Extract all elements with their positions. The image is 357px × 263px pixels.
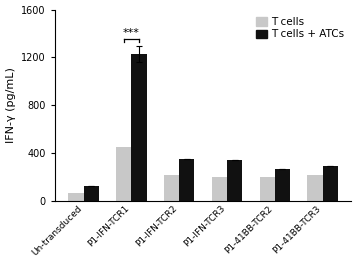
Bar — [212, 177, 227, 201]
Bar — [68, 193, 84, 201]
Bar — [307, 175, 323, 201]
Bar — [275, 169, 290, 201]
Bar — [116, 147, 131, 201]
Text: ***: *** — [123, 28, 140, 38]
Legend: T cells, T cells + ATCs: T cells, T cells + ATCs — [254, 15, 346, 42]
Bar — [164, 175, 179, 201]
Bar — [227, 160, 242, 201]
Bar — [323, 166, 338, 201]
Bar — [260, 177, 275, 201]
Bar — [179, 159, 195, 201]
Bar — [131, 54, 147, 201]
Bar — [84, 186, 99, 201]
Y-axis label: IFN-γ (pg/mL): IFN-γ (pg/mL) — [6, 67, 16, 143]
